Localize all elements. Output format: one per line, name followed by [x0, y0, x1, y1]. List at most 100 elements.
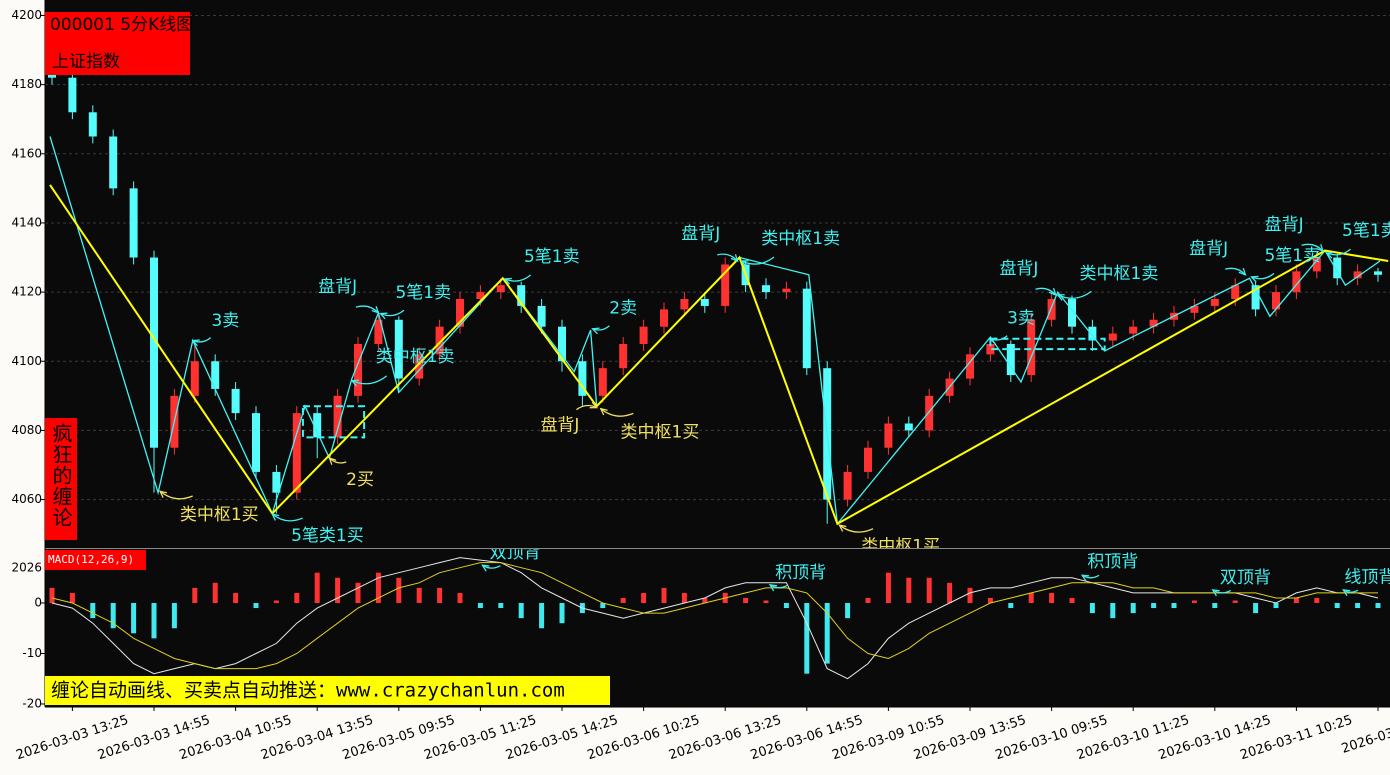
- macd-bar: [294, 592, 300, 604]
- candle-body: [884, 423, 893, 448]
- annotation-label: 5笔类1买: [291, 526, 364, 546]
- y-tick-label: 4180: [11, 77, 42, 91]
- macd-bar: [498, 603, 504, 609]
- candle-body: [415, 354, 424, 379]
- macd-bar: [539, 603, 545, 629]
- macd-bar: [1130, 603, 1136, 614]
- annotation-arrowhead: [589, 401, 599, 409]
- macd-bar: [314, 572, 320, 604]
- candle-body: [1088, 326, 1097, 341]
- macd-bar: [1232, 600, 1238, 604]
- macd-bar: [1110, 603, 1116, 619]
- macd-bar: [641, 592, 647, 604]
- candle-body: [558, 326, 566, 362]
- macd-bar: [681, 592, 687, 604]
- side-label: 疯狂的缠论: [49, 423, 73, 528]
- candle-body: [1129, 326, 1138, 334]
- candle-body: [1312, 257, 1321, 272]
- annotation-arrowhead: [730, 254, 739, 263]
- macd-bar: [559, 603, 565, 624]
- candle-body: [1210, 299, 1219, 306]
- annotation-arrow: [482, 564, 501, 569]
- candle-body: [1047, 299, 1056, 320]
- y-tick-label: 4140: [11, 215, 42, 229]
- candle-body: [231, 388, 240, 414]
- annotation-arrow: [1035, 287, 1057, 296]
- annotation-label: 盘背J: [540, 416, 579, 436]
- macd-bar: [804, 603, 810, 674]
- annotation-arrowhead: [481, 564, 490, 572]
- macd-bar: [518, 603, 524, 619]
- macd-bar: [824, 603, 830, 664]
- annotation-arrow: [741, 256, 775, 265]
- annotation-arrow: [380, 309, 405, 317]
- annotation-arrowhead: [768, 584, 778, 592]
- macd-bar: [1028, 592, 1034, 604]
- annotation-arrow: [1326, 248, 1351, 256]
- annotation-arrowhead: [591, 327, 600, 335]
- candle-body: [272, 471, 281, 493]
- hub: [989, 337, 1106, 351]
- macd-bar: [1191, 600, 1197, 604]
- candle-body: [904, 423, 913, 431]
- annotation-arrowhead: [1080, 574, 1090, 582]
- annotation-label: 5笔1卖: [395, 283, 451, 303]
- annotation-label: 5笔1卖: [524, 247, 580, 267]
- annotation-label: 2卖: [609, 299, 637, 319]
- candle-body: [354, 343, 362, 396]
- annotation-arrow: [504, 274, 532, 282]
- macd-bar: [763, 600, 769, 604]
- candle-body: [190, 361, 199, 396]
- annotation-label: 5笔1卖: [1264, 246, 1320, 266]
- annotation-label: 线顶背: [1344, 567, 1390, 587]
- y-tick-label: 4160: [11, 146, 42, 160]
- macd-bar: [1089, 603, 1095, 614]
- macd-bar: [926, 577, 932, 604]
- annotation-arrow: [839, 524, 874, 533]
- annotation-label: 类中枢1买: [621, 423, 700, 443]
- macd-bar: [885, 572, 891, 604]
- candle-body: [394, 319, 403, 379]
- annotation-label: 类中枢1卖: [761, 229, 840, 249]
- annotation-arrowhead: [371, 306, 380, 314]
- macd-bar: [1355, 603, 1361, 609]
- annotation-arrow: [351, 375, 388, 385]
- macd-bar: [131, 603, 137, 634]
- annotation-label: 2买: [346, 470, 374, 490]
- candle-body: [1068, 299, 1076, 327]
- candle-body: [1353, 271, 1362, 279]
- annotation-label: 5笔1卖: [1342, 221, 1390, 241]
- annotation-arrow: [1251, 272, 1275, 280]
- stroke-line: [49, 184, 1389, 526]
- annotation-label: 积顶背: [1087, 552, 1138, 572]
- candle-body: [88, 112, 97, 137]
- annotation-arrow: [271, 513, 303, 522]
- macd-bar: [457, 592, 463, 604]
- macd-bar: [845, 603, 851, 619]
- y-tick-label: 4060: [11, 492, 42, 506]
- candle-body: [925, 395, 934, 431]
- macd-bar: [273, 600, 279, 604]
- hub: [301, 405, 366, 439]
- macd-bar: [865, 597, 871, 604]
- annotation-label: 类中枢1卖: [1080, 264, 1159, 284]
- annotation-arrowhead: [158, 490, 168, 498]
- annotation-arrow: [576, 404, 597, 411]
- macd-bar: [49, 587, 55, 604]
- macd-bar: [906, 577, 912, 604]
- macd-bar: [620, 597, 626, 604]
- candle-body: [721, 264, 730, 306]
- macd-line: [51, 557, 1379, 680]
- candle-body: [1333, 257, 1342, 279]
- candle-body: [150, 257, 158, 448]
- annotation-arrowhead: [1342, 589, 1351, 597]
- candle-body: [252, 413, 260, 472]
- macd-line: [51, 562, 1378, 670]
- candle-body: [129, 188, 138, 258]
- annotation-label: 积顶背: [775, 563, 826, 583]
- y-tick-label: -10: [22, 646, 42, 660]
- candle-body: [639, 326, 648, 344]
- candle-body: [476, 292, 485, 300]
